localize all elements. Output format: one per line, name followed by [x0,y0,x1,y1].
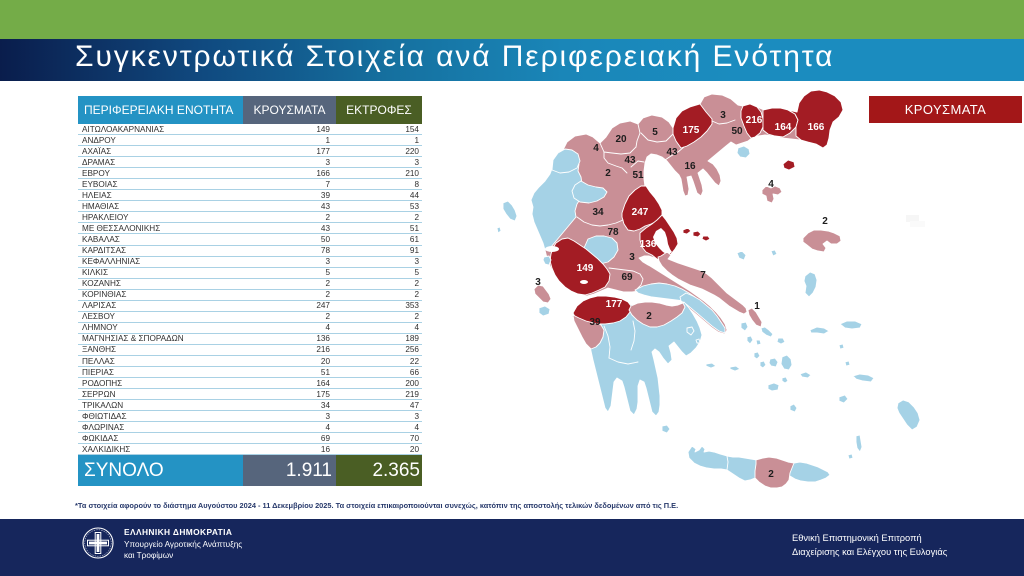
svg-text:136: 136 [640,239,657,250]
svg-text:39: 39 [589,317,601,328]
svg-text:43: 43 [666,147,678,158]
svg-text:78: 78 [607,227,619,238]
svg-text:51: 51 [632,170,644,181]
svg-text:50: 50 [731,126,743,137]
svg-text:20: 20 [615,134,627,145]
svg-text:34: 34 [592,207,604,218]
svg-text:4: 4 [593,143,599,154]
svg-text:5: 5 [652,127,658,138]
svg-text:3: 3 [629,252,635,263]
svg-text:149: 149 [577,263,594,274]
svg-text:3: 3 [720,110,726,121]
svg-text:2: 2 [768,469,774,480]
svg-text:175: 175 [683,125,700,136]
svg-text:1: 1 [754,301,760,312]
svg-text:166: 166 [808,122,825,133]
svg-text:2: 2 [646,311,652,322]
svg-text:247: 247 [632,207,649,218]
svg-text:177: 177 [606,299,623,310]
svg-text:164: 164 [775,122,792,133]
svg-text:69: 69 [621,272,633,283]
svg-text:2: 2 [822,216,828,227]
svg-text:2: 2 [605,168,611,179]
svg-text:16: 16 [684,161,696,172]
svg-text:43: 43 [624,155,636,166]
svg-text:4: 4 [768,179,774,190]
svg-text:7: 7 [700,270,706,281]
svg-text:216: 216 [746,115,763,126]
svg-text:3: 3 [535,277,541,288]
